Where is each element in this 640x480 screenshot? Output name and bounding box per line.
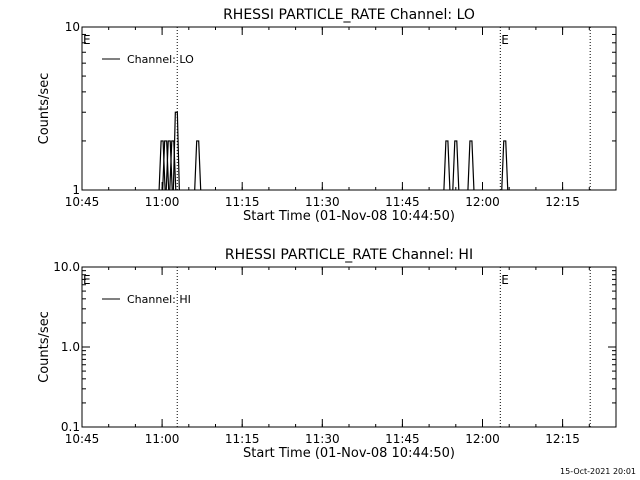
y-axis-label: Counts/sec: [37, 73, 52, 145]
y-tick-label: 1.0: [61, 340, 80, 354]
y-tick-label: 10: [65, 20, 80, 34]
x-tick-label: 10:45: [65, 195, 100, 209]
x-tick-label: 11:15: [225, 195, 260, 209]
data-spike: [169, 140, 177, 191]
x-tick-label: 12:15: [545, 195, 580, 209]
legend-label: Channel: HI: [127, 293, 191, 306]
x-tick-label: 11:30: [305, 195, 340, 209]
event-marker-label: E: [501, 33, 509, 47]
chart-title: RHESSI PARTICLE_RATE Channel: HI: [225, 247, 473, 263]
event-marker-label: E: [83, 33, 91, 47]
event-marker-label: E: [501, 273, 509, 287]
data-spike: [501, 140, 509, 191]
x-tick-label: 11:00: [145, 432, 180, 446]
data-spike: [467, 140, 475, 191]
x-tick-label: 11:45: [385, 432, 420, 446]
data-spike: [443, 140, 451, 191]
x-axis-label: Start Time (01-Nov-08 10:44:50): [243, 446, 455, 461]
data-spike: [194, 140, 202, 191]
x-axis-label: Start Time (01-Nov-08 10:44:50): [243, 209, 455, 224]
footer-timestamp: 15-Oct-2021 20:01: [560, 467, 636, 476]
plot-frame: [81, 266, 617, 428]
legend-label: Channel: LO: [127, 53, 194, 66]
event-marker-label: E: [83, 273, 91, 287]
x-tick-label: 12:00: [465, 195, 500, 209]
y-tick-label: 1: [72, 183, 80, 197]
x-tick-label: 11:15: [225, 432, 260, 446]
y-tick-label: 0.1: [61, 420, 80, 434]
plot-frame: [81, 26, 617, 191]
x-tick-label: 12:00: [465, 432, 500, 446]
data-spike: [452, 140, 460, 191]
y-axis-label: Counts/sec: [37, 311, 52, 383]
x-tick-label: 11:30: [305, 432, 340, 446]
x-tick-label: 12:15: [545, 432, 580, 446]
data-spike: [172, 111, 180, 191]
x-tick-label: 11:45: [385, 195, 420, 209]
chart-title: RHESSI PARTICLE_RATE Channel: LO: [223, 7, 475, 23]
x-tick-label: 11:00: [145, 195, 180, 209]
y-tick-label: 10.0: [53, 260, 80, 274]
x-tick-label: 10:45: [65, 432, 100, 446]
